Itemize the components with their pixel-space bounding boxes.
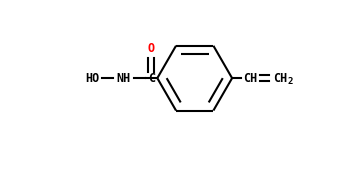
Text: O: O xyxy=(148,42,155,55)
Text: CH: CH xyxy=(243,72,257,85)
Text: CH: CH xyxy=(273,72,287,85)
Text: 2: 2 xyxy=(287,77,293,86)
Text: NH: NH xyxy=(117,72,131,85)
Text: C: C xyxy=(148,72,155,85)
Text: HO: HO xyxy=(85,72,100,85)
